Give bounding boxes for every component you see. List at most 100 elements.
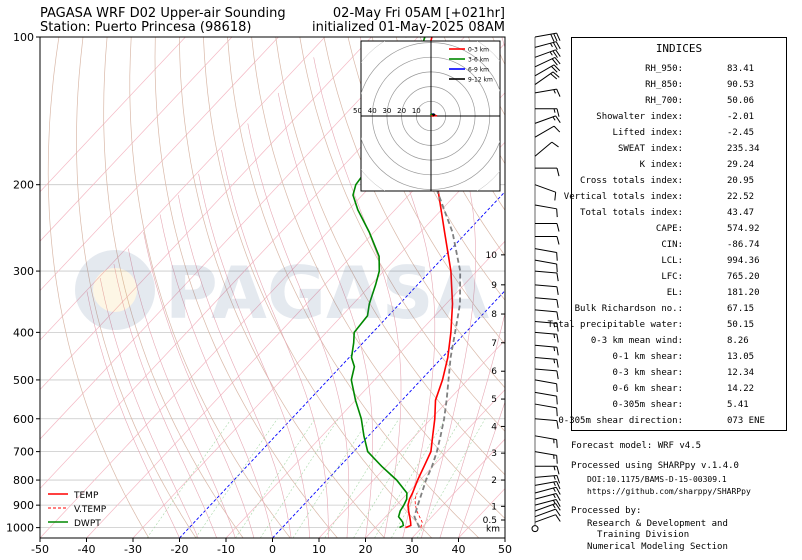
wind-barb [534, 435, 558, 448]
index-value: -2.45 [727, 128, 755, 138]
wind-barb [534, 284, 559, 295]
org-line-1: Research & Development and [587, 519, 728, 529]
x-tick-label: 40 [452, 543, 466, 556]
mixing-ratio-line [353, 418, 426, 538]
index-name: EL: [666, 288, 683, 298]
mixing-ratio-line [374, 418, 446, 538]
moist-adiabat [99, 278, 199, 538]
wind-barb [534, 57, 561, 68]
isotherm--110 [40, 37, 233, 242]
wind-barb [534, 297, 559, 308]
index-value: 5.41 [727, 400, 749, 410]
hodo-legend-label: 6-9 km [468, 67, 489, 74]
index-value: 14.22 [727, 384, 755, 394]
km-label: 5 [491, 395, 497, 405]
x-tick-label: -40 [78, 543, 96, 556]
km-label: 9 [491, 281, 497, 291]
axis-ticks: -50 -40 -30 -20 -10 0 10 20 30 40 5010020030040050… [6, 31, 512, 556]
index-name: 0-6 km shear: [612, 384, 683, 394]
wind-barb [534, 320, 559, 332]
isotherm--120 [40, 37, 186, 193]
processed-by: Processed by: [571, 506, 642, 516]
background-lines [40, 37, 505, 538]
moist-adiabat [178, 195, 292, 538]
moist-adiabat [439, 37, 505, 538]
moist-adiabat [128, 248, 236, 538]
km-label: 6 [491, 367, 497, 377]
isotherm-30 [411, 438, 505, 538]
wind-barb [535, 235, 560, 245]
index-name: RH_850: [645, 80, 683, 90]
index-name: 0-3 km shear: [612, 368, 683, 378]
isotherm--100 [40, 37, 279, 292]
forecast-model: Forecast model: WRF v4.5 [571, 441, 702, 451]
mixing-ratio-line [391, 418, 462, 538]
index-value: -86.74 [727, 240, 760, 250]
x-tick-label: -10 [217, 543, 235, 556]
km-label: 7 [491, 339, 497, 349]
km-label: 3 [491, 449, 497, 459]
wind-barb [534, 356, 559, 368]
index-value: 13.05 [727, 352, 755, 362]
km-label: 1 [491, 502, 497, 512]
isotherm--80 [40, 37, 372, 391]
sharppy-url: https://github.com/sharppy/SHARPpy [587, 487, 751, 496]
km-unit-label: km [486, 525, 500, 535]
wind-barb [534, 391, 558, 405]
y-tick-label: 300 [13, 265, 34, 278]
index-name: Total precipitable water: [547, 320, 683, 330]
wind-barb [534, 71, 560, 85]
moist-adiabat [277, 92, 373, 538]
dry-adiabat [47, 37, 150, 538]
dry-adiabat [371, 37, 505, 301]
index-value: 12.34 [727, 368, 755, 378]
wind-barb [534, 514, 561, 523]
hodo-legend-label: 9-12 km [468, 77, 493, 84]
index-name: Lifted index: [612, 128, 683, 138]
mixing-ratio-line [292, 418, 370, 538]
wind-barb [534, 309, 559, 321]
index-name: CIN: [661, 240, 683, 250]
moist-adiabat [221, 150, 329, 538]
dry-adiabat [395, 37, 505, 257]
wind-barb [534, 141, 559, 157]
moist-adiabat [143, 232, 255, 538]
dry-adiabat [227, 37, 480, 538]
index-name: CAPE: [655, 224, 683, 234]
wind-barb [535, 223, 560, 232]
wind-barb [534, 403, 558, 417]
moist-adiabat [159, 214, 273, 538]
index-value: 50.15 [727, 320, 755, 330]
dry-adiabat [129, 37, 291, 538]
index-value: 20.95 [727, 176, 755, 186]
wind-barb [534, 368, 559, 380]
index-value: -2.01 [727, 112, 755, 122]
isotherm--70 [40, 37, 419, 440]
dry-adiabat [179, 37, 385, 538]
index-value: 073 ENE [727, 416, 765, 426]
wind-barb [535, 465, 560, 475]
moist-adiabat [86, 291, 180, 538]
wind-barb [534, 64, 561, 77]
index-value: 235.34 [727, 144, 760, 154]
wind-barb [534, 379, 558, 392]
wind-barb [534, 502, 561, 512]
y-tick-label: 1000 [6, 522, 34, 535]
index-name: LCL: [661, 256, 683, 266]
legend-label: TEMP [73, 491, 99, 501]
x-tick-label: 10 [312, 543, 326, 556]
wind-barb [534, 270, 559, 282]
wind-barb [534, 41, 561, 50]
title-right-line-2: initialized 01-May-2025 08AM [311, 20, 505, 35]
hodo-ring-label: 30 [382, 107, 391, 115]
index-name: Cross totals index: [580, 176, 683, 186]
y-tick-label: 200 [13, 179, 34, 192]
index-value: 90.53 [727, 80, 755, 90]
wind-barb [534, 344, 559, 356]
index-name: RH_700: [645, 96, 683, 106]
wind-barb [534, 125, 561, 138]
isotherm-20 [365, 389, 505, 538]
dry-adiabat [154, 37, 338, 538]
wind-barb [534, 451, 558, 464]
